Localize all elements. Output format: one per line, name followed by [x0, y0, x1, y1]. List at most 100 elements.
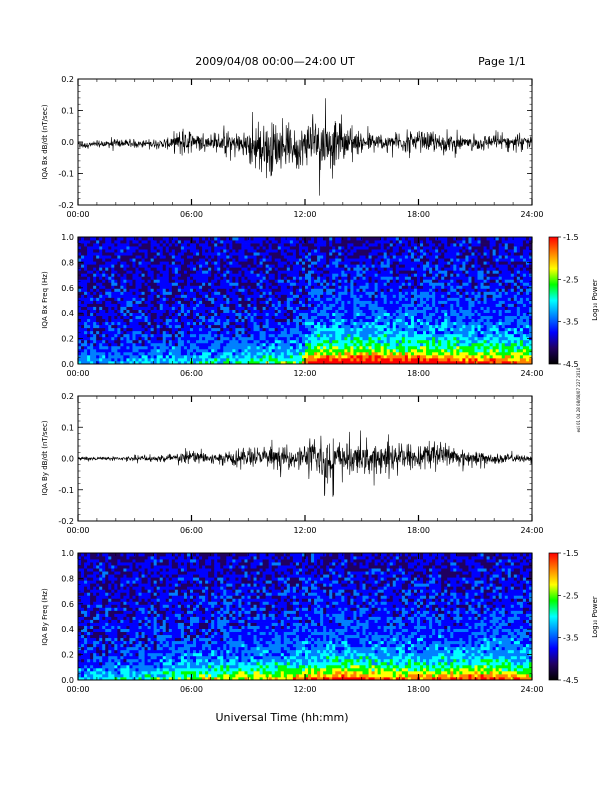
- spectrogram-cell: [108, 303, 112, 307]
- spectrogram-cell: [111, 267, 115, 271]
- spectrogram-cell: [271, 357, 276, 362]
- spectrogram-cell: [217, 324, 221, 329]
- spectrogram-cell: [401, 351, 406, 356]
- spectrogram-cell: [271, 360, 276, 365]
- spectrogram-cell: [162, 342, 167, 347]
- spectrogram-cell: [368, 240, 372, 244]
- spectrogram-cell: [205, 303, 209, 307]
- spectrogram-cell: [289, 270, 294, 274]
- spectrogram-cell: [114, 285, 118, 289]
- spectrogram-cell: [141, 276, 145, 280]
- spectrogram-cell: [326, 300, 330, 304]
- spectrogram-cell: [401, 243, 406, 247]
- spectrogram-cell: [416, 252, 421, 256]
- spectrogram-cell: [298, 360, 303, 365]
- spectrogram-cell: [289, 351, 294, 356]
- spectrogram-cell: [386, 354, 391, 359]
- spectrogram-cell: [335, 309, 339, 313]
- spectrogram-cell: [341, 315, 345, 320]
- spectrogram-cell: [268, 258, 273, 262]
- spectrogram-cell: [262, 354, 267, 359]
- spectrogram-cell: [186, 246, 191, 250]
- spectrogram-cell: [174, 285, 179, 289]
- spectrogram-cell: [138, 315, 142, 320]
- spectrogram-cell: [214, 252, 218, 256]
- spectrogram-cell: [199, 279, 203, 283]
- spectrogram-cell: [102, 309, 106, 313]
- spectrogram-cell: [323, 285, 327, 289]
- spectrogram-cell: [374, 324, 379, 329]
- spectrogram-cell: [308, 321, 312, 326]
- spectrogram-cell: [229, 291, 233, 295]
- spectrogram-cell: [205, 309, 209, 313]
- spectrogram-cell: [114, 246, 118, 250]
- spectrogram-cell: [102, 351, 106, 356]
- spectrogram-cell: [211, 342, 215, 347]
- spectrogram-cell: [317, 333, 321, 338]
- spectrogram-cell: [211, 309, 215, 313]
- spectrogram-cell: [295, 270, 300, 274]
- spectrogram-cell: [186, 255, 191, 259]
- spectrogram-cell: [280, 339, 285, 344]
- spectrogram-cell: [423, 276, 427, 280]
- spectrogram-cell: [168, 315, 173, 320]
- spectrogram-cell: [205, 264, 209, 268]
- spectrogram-cell: [174, 318, 179, 323]
- spectrogram-cell: [368, 288, 372, 292]
- spectrogram-cell: [168, 249, 173, 253]
- spectrogram-cell: [180, 285, 185, 289]
- spectrogram-cell: [168, 336, 173, 341]
- spectrogram-cell: [262, 336, 267, 341]
- spectrogram-cell: [232, 252, 236, 256]
- spectrogram-cell: [165, 270, 170, 274]
- spectrogram-cell: [413, 249, 418, 253]
- spectrogram-cell: [111, 255, 115, 259]
- spectrogram-cell: [102, 345, 106, 350]
- spectrogram-cell: [180, 306, 185, 310]
- spectrogram-cell: [214, 258, 218, 262]
- spectrogram-cell: [377, 273, 382, 277]
- spectrogram-cell: [295, 303, 300, 307]
- spectrogram-cell: [392, 243, 397, 247]
- spectrogram-cell: [401, 312, 406, 317]
- spectrogram-cell: [168, 267, 173, 271]
- spectrogram-cell: [323, 357, 327, 362]
- spectrogram-cell: [226, 285, 230, 289]
- spectrogram-cell: [202, 354, 206, 359]
- spectrogram-cell: [401, 261, 406, 265]
- spectrogram-cell: [262, 297, 267, 301]
- spectrogram-cell: [398, 357, 403, 362]
- spectrogram-cell: [362, 240, 366, 244]
- spectrogram-cell: [244, 318, 248, 323]
- spectrogram-cell: [196, 339, 200, 344]
- spectrogram-cell: [244, 357, 248, 362]
- spectrogram-cell: [326, 261, 330, 265]
- spectrogram-cell: [205, 243, 209, 247]
- spectrogram-cell: [353, 252, 357, 256]
- spectrogram-cell: [132, 261, 136, 265]
- spectrogram-cell: [129, 261, 133, 265]
- spectrogram-cell: [271, 312, 276, 317]
- spectrogram-cell: [374, 351, 379, 356]
- spectrogram-cell: [271, 273, 276, 277]
- spectrogram-cell: [217, 270, 221, 274]
- spectrogram-cell: [117, 267, 121, 271]
- spectrogram-cell: [87, 300, 91, 304]
- spectrogram-cell: [317, 300, 321, 304]
- spectrogram-cell: [289, 279, 294, 283]
- spectrogram-cell: [171, 267, 176, 271]
- spectrogram-cell: [292, 249, 297, 253]
- spectrogram-cell: [202, 258, 206, 262]
- spectrogram-cell: [168, 357, 173, 362]
- spectrogram-cell: [292, 324, 297, 329]
- spectrogram-cell: [392, 303, 397, 307]
- spectrogram-cell: [117, 318, 121, 323]
- spectrogram-cell: [365, 315, 369, 320]
- spectrogram-cell: [165, 309, 170, 313]
- spectrogram-cell: [235, 276, 239, 280]
- spectrogram-cell: [292, 339, 297, 344]
- spectrogram-cell: [332, 297, 336, 301]
- spectrogram-cell: [84, 291, 88, 295]
- spectrogram-cell: [380, 360, 385, 365]
- spectrogram-cell: [180, 357, 185, 362]
